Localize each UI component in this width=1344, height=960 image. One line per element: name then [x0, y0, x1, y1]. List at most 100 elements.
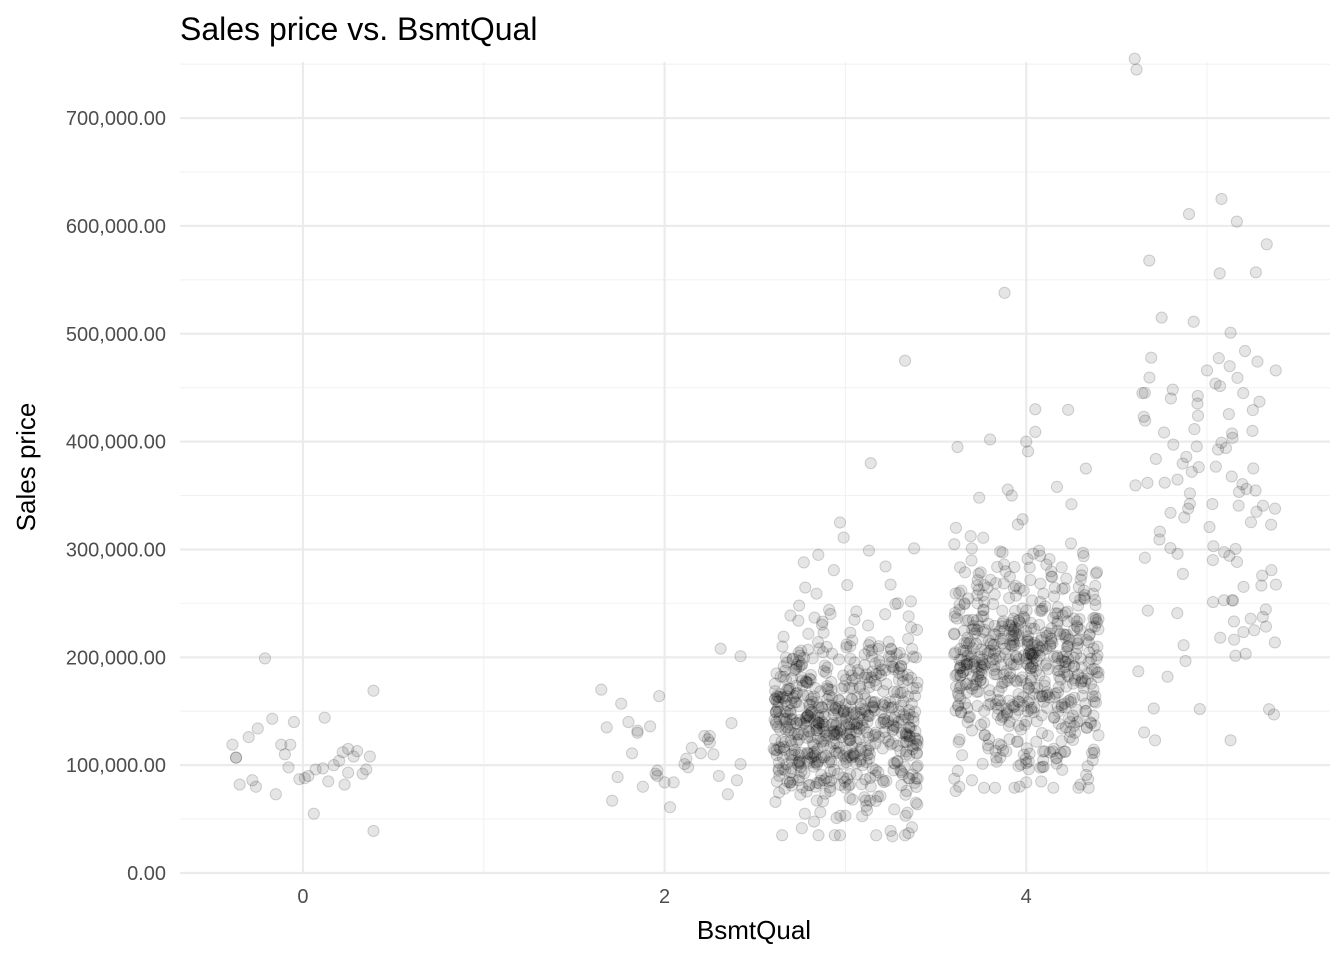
data-point	[903, 734, 917, 747]
data-point	[907, 715, 920, 728]
data-point	[984, 697, 997, 710]
data-point	[983, 433, 997, 446]
data-point	[1051, 601, 1065, 614]
data-point	[843, 734, 856, 747]
data-point	[812, 717, 825, 730]
data-point	[874, 790, 887, 803]
data-point	[1034, 549, 1047, 562]
data-point	[885, 650, 898, 663]
data-point	[968, 627, 982, 640]
data-point	[1065, 498, 1078, 511]
data-point	[1066, 709, 1080, 722]
data-point	[894, 686, 907, 700]
data-point	[1055, 722, 1069, 735]
data-point	[1077, 591, 1091, 604]
data-point	[870, 678, 883, 692]
data-point	[952, 700, 965, 713]
data-point	[846, 693, 859, 706]
data-point	[801, 747, 814, 760]
data-point	[908, 689, 922, 703]
data-point	[790, 660, 803, 673]
data-point	[773, 691, 786, 704]
data-point	[901, 727, 914, 741]
data-point	[1176, 567, 1189, 580]
data-point	[779, 694, 792, 708]
data-point	[1006, 639, 1020, 652]
data-point	[813, 642, 826, 655]
data-point	[827, 704, 840, 717]
data-point	[1043, 746, 1057, 759]
data-point	[908, 732, 921, 745]
data-point	[834, 778, 847, 792]
y-tick-label: 100,000.00	[66, 755, 166, 777]
data-point	[1038, 675, 1051, 688]
data-point	[793, 771, 806, 784]
data-point	[969, 678, 982, 691]
data-point	[1071, 634, 1084, 647]
data-point	[1002, 618, 1016, 631]
data-point	[845, 751, 858, 764]
data-point	[1228, 633, 1241, 646]
data-point	[1259, 620, 1273, 633]
data-point	[996, 617, 1009, 630]
data-point	[226, 738, 239, 751]
data-point	[862, 743, 875, 757]
data-point	[875, 716, 888, 730]
data-point	[1176, 457, 1189, 470]
data-point	[1058, 701, 1072, 714]
data-point	[958, 597, 971, 610]
data-point	[1047, 745, 1060, 758]
data-point	[998, 675, 1011, 689]
data-point	[837, 757, 850, 770]
data-point	[837, 704, 850, 717]
data-point	[1132, 665, 1145, 678]
data-point	[1038, 679, 1051, 692]
data-point	[342, 766, 355, 779]
data-point	[814, 774, 827, 787]
data-point	[229, 751, 243, 764]
data-point	[800, 731, 814, 744]
data-point	[882, 735, 895, 748]
data-point	[858, 703, 871, 716]
data-point	[788, 743, 801, 757]
data-point	[975, 663, 989, 676]
data-point	[832, 705, 845, 719]
data-point	[809, 756, 822, 769]
data-point	[955, 653, 968, 666]
data-point	[769, 692, 782, 705]
data-point	[1061, 615, 1074, 628]
data-point	[779, 735, 792, 749]
data-point	[845, 717, 858, 731]
data-point	[958, 598, 971, 611]
data-point	[906, 682, 920, 695]
data-point	[769, 733, 782, 746]
data-point	[1059, 655, 1072, 669]
data-point	[782, 684, 795, 697]
data-point	[1067, 660, 1081, 673]
data-point	[867, 699, 880, 713]
data-point	[968, 655, 981, 668]
data-point	[886, 719, 900, 732]
data-point	[808, 749, 821, 762]
data-point	[1191, 397, 1204, 410]
data-point	[863, 747, 876, 761]
data-point	[844, 652, 857, 665]
data-point	[1088, 719, 1101, 732]
data-point	[1032, 544, 1046, 557]
data-point	[1035, 604, 1048, 617]
data-point	[872, 766, 885, 779]
data-point	[785, 738, 799, 751]
data-point	[1087, 612, 1100, 625]
data-point	[1022, 681, 1036, 695]
data-point	[978, 578, 991, 592]
data-point	[971, 589, 984, 602]
data-point	[846, 674, 859, 687]
data-point	[1022, 659, 1035, 672]
data-point	[816, 716, 829, 729]
data-point	[891, 597, 904, 610]
data-point	[860, 804, 874, 817]
data-point	[769, 705, 783, 719]
data-point	[1185, 465, 1198, 478]
data-point	[1085, 717, 1098, 730]
data-point	[966, 658, 980, 671]
